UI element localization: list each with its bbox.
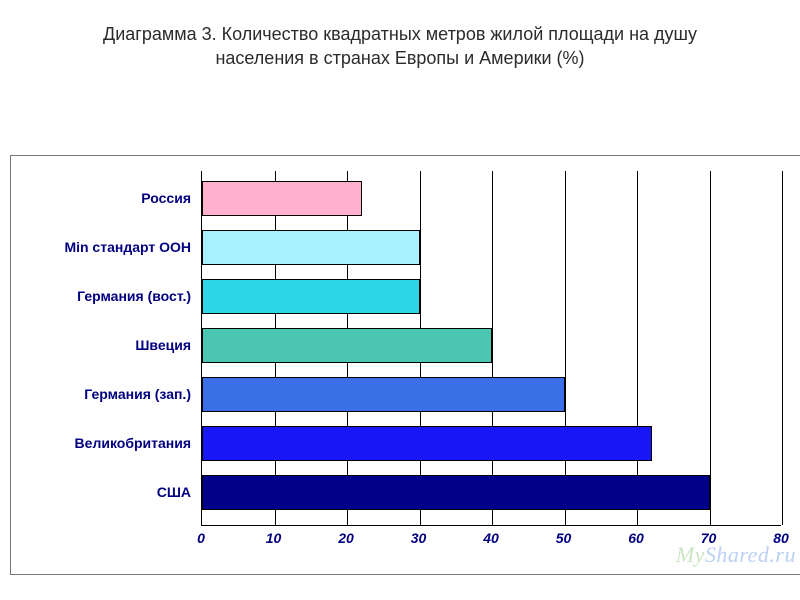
- category-label: Россия: [16, 191, 191, 206]
- category-label: Великобритания: [16, 436, 191, 451]
- x-tick-label: 20: [326, 530, 366, 546]
- x-tick-label: 50: [544, 530, 584, 546]
- bar: [202, 426, 652, 461]
- bar: [202, 279, 420, 314]
- chart-title-block: Диаграмма 3. Количество квадратных метро…: [0, 0, 800, 71]
- x-tick-label: 60: [616, 530, 656, 546]
- gridline: [492, 171, 493, 525]
- gridline: [710, 171, 711, 525]
- category-label: Min стандарт ООН: [16, 240, 191, 255]
- gridline: [637, 171, 638, 525]
- x-tick-label: 70: [689, 530, 729, 546]
- bar: [202, 377, 565, 412]
- bar: [202, 181, 362, 216]
- chart-title-line-1: Диаграмма 3. Количество квадратных метро…: [60, 22, 740, 46]
- x-tick-label: 10: [254, 530, 294, 546]
- category-label: Германия (зап.): [16, 387, 191, 402]
- bar: [202, 328, 492, 363]
- chart-title-line-2: населения в странах Европы и Америки (%): [60, 46, 740, 70]
- category-label: США: [16, 485, 191, 500]
- bar: [202, 475, 710, 510]
- category-label: Швеция: [16, 338, 191, 353]
- x-tick-label: 30: [399, 530, 439, 546]
- category-label: Германия (вост.): [16, 289, 191, 304]
- x-tick-label: 0: [181, 530, 221, 546]
- chart-container: MyShared.ru РоссияMin стандарт ООНГерман…: [10, 155, 800, 575]
- x-tick-label: 40: [471, 530, 511, 546]
- x-tick-label: 80: [761, 530, 800, 546]
- bar: [202, 230, 420, 265]
- plot-area: [201, 171, 781, 526]
- gridline: [782, 171, 783, 525]
- gridline: [565, 171, 566, 525]
